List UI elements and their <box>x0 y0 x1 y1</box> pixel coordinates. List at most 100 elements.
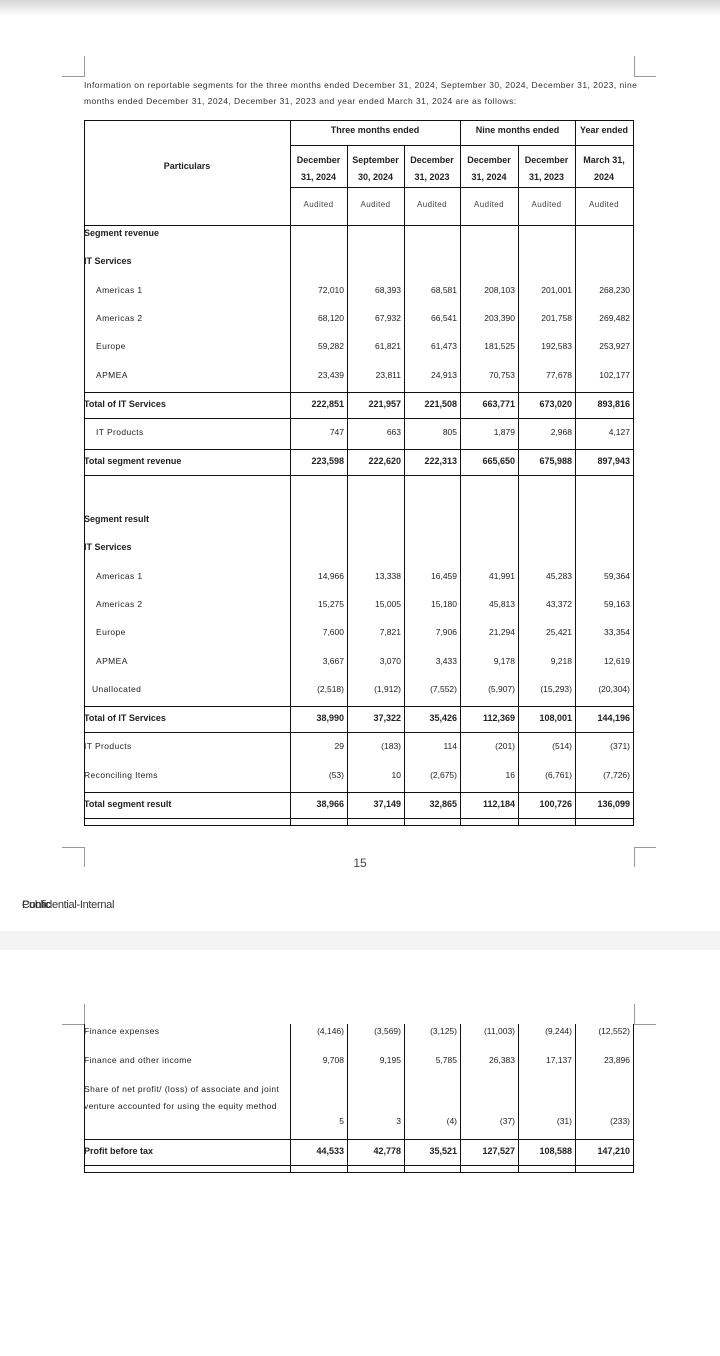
rule <box>518 1024 519 1173</box>
rule <box>290 120 291 826</box>
rule <box>84 1172 634 1173</box>
rule <box>84 732 634 733</box>
cell-value: 7,821 <box>379 627 401 637</box>
cell-value: 9,708 <box>322 1055 344 1065</box>
rule <box>62 847 85 848</box>
rule <box>460 1024 461 1173</box>
cell-value: 663,771 <box>482 399 515 409</box>
status-cell: Audited <box>360 200 391 209</box>
rule <box>290 187 634 188</box>
cell-value: 7,600 <box>322 627 344 637</box>
cell-value: (1,912) <box>374 684 401 694</box>
cell-value: 15,005 <box>375 599 401 609</box>
row-label: Europe <box>96 341 126 351</box>
cell-value: 9,195 <box>379 1055 401 1065</box>
cell-value: 3,433 <box>435 656 457 666</box>
cell-value: 15,275 <box>318 599 344 609</box>
row-label: Segment result <box>84 514 150 524</box>
classification-label: Public <box>22 899 51 911</box>
cell-value: 32,865 <box>429 799 457 809</box>
cell-value: 4,127 <box>608 427 630 437</box>
cell-value: 45,813 <box>489 599 515 609</box>
cell-value: (183) <box>381 741 401 751</box>
cell-value: 38,966 <box>316 799 344 809</box>
rule <box>84 818 634 819</box>
row-label: Finance and other income <box>84 1055 192 1065</box>
cell-value: 747 <box>329 427 344 437</box>
cell-value: 68,581 <box>431 285 457 295</box>
rule <box>84 1165 634 1166</box>
rule <box>634 847 656 848</box>
status-cell: Audited <box>474 200 504 209</box>
rule <box>404 145 405 826</box>
cell-value: 23,896 <box>604 1055 630 1065</box>
cell-value: (9,244) <box>545 1026 572 1036</box>
cell-value: 253,927 <box>599 341 630 351</box>
cell-value: 41,991 <box>489 571 515 581</box>
cell-value: (53) <box>328 770 344 780</box>
top-shadow <box>0 0 720 16</box>
row-label: Reconciling Items <box>84 770 158 780</box>
row-label: Share of net profit/ (loss) of associate… <box>84 1084 280 1111</box>
header-cell: March 31, 2024 <box>583 155 625 182</box>
cell-value: 112,369 <box>482 713 515 723</box>
cell-value: 3,667 <box>322 656 344 666</box>
cell-value: 201,001 <box>541 285 572 295</box>
cell-value: 673,020 <box>539 399 572 409</box>
cell-value: 29 <box>334 741 344 751</box>
rule <box>575 1024 576 1173</box>
header-group: Three months ended <box>330 125 420 135</box>
cell-value: (7,726) <box>603 770 630 780</box>
cell-value: 67,932 <box>375 313 401 323</box>
rule <box>84 706 634 707</box>
rule <box>84 825 634 826</box>
header-cell: Particulars <box>163 161 211 171</box>
rule <box>62 76 85 77</box>
row-label: Americas 2 <box>96 599 143 609</box>
cell-value: (5,907) <box>488 684 515 694</box>
cell-value: 112,184 <box>482 799 515 809</box>
header-group: Year ended <box>579 125 629 135</box>
cell-value: 35,426 <box>429 713 457 723</box>
cell-value: 222,313 <box>424 456 457 466</box>
cell-value: 208,103 <box>484 285 515 295</box>
cell-value: 15,180 <box>431 599 457 609</box>
cell-value: 897,943 <box>597 456 630 466</box>
rule <box>84 120 634 121</box>
cell-value: 201,758 <box>541 313 572 323</box>
cell-value: 44,533 <box>316 1146 344 1156</box>
rule <box>347 145 348 826</box>
cell-value: 222,851 <box>311 399 344 409</box>
cell-value: 805 <box>442 427 457 437</box>
cell-value: 147,210 <box>597 1146 630 1156</box>
rule <box>84 449 634 450</box>
cell-value: (3,125) <box>430 1026 457 1036</box>
rule <box>84 120 85 826</box>
rule <box>84 225 634 226</box>
header-cell: December 31, 2024 <box>296 155 341 182</box>
rule <box>518 145 519 826</box>
status-cell: Audited <box>531 200 562 209</box>
cell-value: (15,293) <box>540 684 572 694</box>
cell-value: (11,003) <box>483 1026 515 1036</box>
cell-value: (12,552) <box>598 1026 630 1036</box>
status-cell: Audited <box>417 200 447 209</box>
row-label: Profit before tax <box>84 1146 154 1156</box>
cell-value: 102,177 <box>599 370 630 380</box>
row-label: Total of IT Services <box>84 399 166 409</box>
cell-value: 136,099 <box>597 799 630 809</box>
cell-value: 663 <box>386 427 401 437</box>
cell-value: 21,294 <box>489 627 515 637</box>
cell-value: 23,811 <box>375 370 401 380</box>
cell-value: 221,508 <box>424 399 457 409</box>
row-label: IT Products <box>84 741 132 751</box>
cell-value: (514) <box>552 741 572 751</box>
cell-value: 5,785 <box>435 1055 457 1065</box>
rule <box>84 847 85 867</box>
cell-value: 35,521 <box>429 1146 457 1156</box>
cell-value: 70,753 <box>489 370 515 380</box>
cell-value: 7,906 <box>435 627 457 637</box>
cell-value: (37) <box>499 1116 515 1126</box>
rule <box>84 475 634 476</box>
cell-value: 12,619 <box>604 656 630 666</box>
